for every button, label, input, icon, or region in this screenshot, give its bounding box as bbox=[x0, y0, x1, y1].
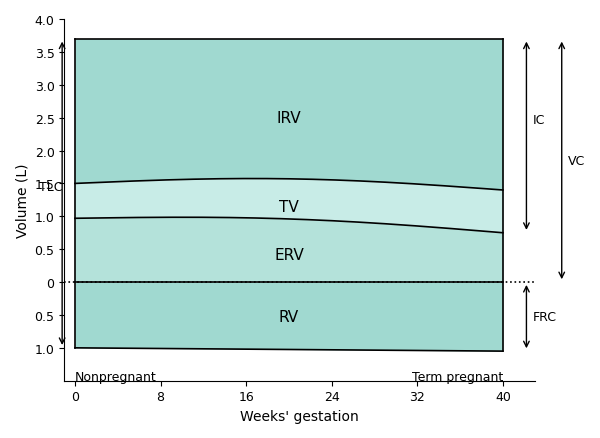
Text: RV: RV bbox=[279, 309, 299, 324]
X-axis label: Weeks' gestation: Weeks' gestation bbox=[240, 409, 359, 423]
Text: FRC: FRC bbox=[533, 311, 557, 323]
Text: Nonpregnant: Nonpregnant bbox=[75, 370, 157, 383]
Text: Term pregnant: Term pregnant bbox=[412, 370, 503, 383]
Text: VC: VC bbox=[568, 155, 586, 167]
Text: TV: TV bbox=[279, 199, 299, 215]
Y-axis label: Volume (L): Volume (L) bbox=[15, 163, 29, 237]
Text: IC: IC bbox=[533, 113, 545, 127]
Text: IRV: IRV bbox=[277, 111, 301, 126]
Text: ERV: ERV bbox=[274, 247, 304, 262]
Text: TLC: TLC bbox=[38, 181, 62, 194]
